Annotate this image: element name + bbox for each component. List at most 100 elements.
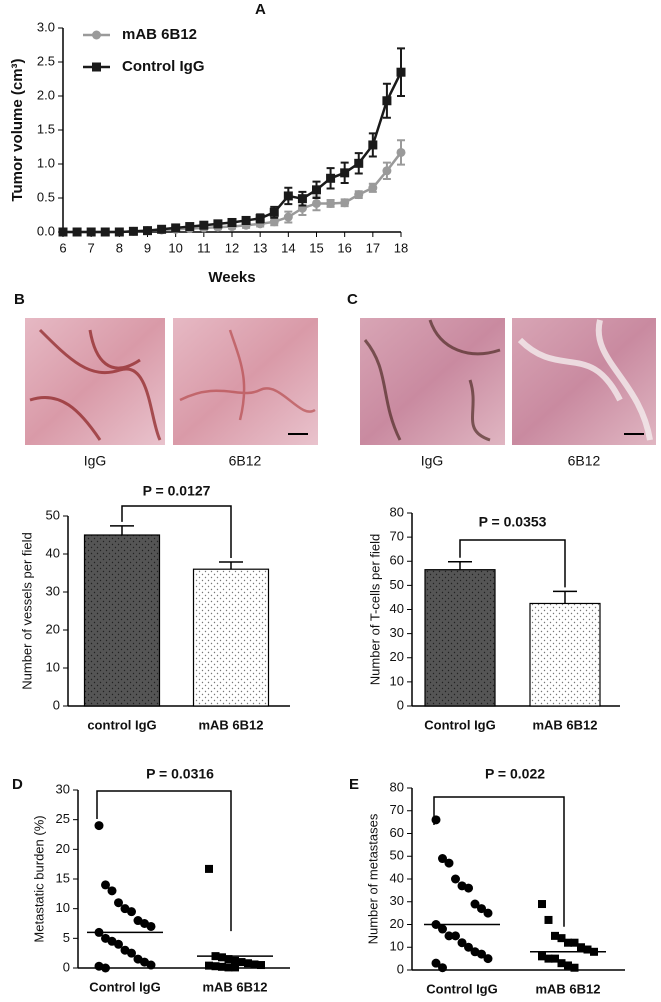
marker bbox=[283, 212, 293, 222]
point bbox=[244, 959, 252, 968]
x-tick-label: 8 bbox=[116, 240, 123, 255]
marker bbox=[354, 190, 364, 200]
point bbox=[444, 858, 454, 868]
point bbox=[438, 924, 447, 934]
micrograph bbox=[512, 318, 656, 445]
x-tick-label: Control IgG bbox=[424, 717, 496, 732]
y-tick-label: 30 bbox=[390, 625, 404, 640]
point bbox=[457, 938, 467, 948]
p-value: P = 0.0353 bbox=[479, 514, 547, 530]
y-tick-label: 20 bbox=[56, 841, 70, 856]
bar bbox=[83, 534, 161, 707]
marker bbox=[312, 185, 321, 195]
point bbox=[544, 915, 553, 924]
legend-label: Control IgG bbox=[122, 58, 205, 75]
point bbox=[538, 952, 546, 961]
bar bbox=[424, 569, 496, 707]
x-tick-label: 18 bbox=[394, 240, 408, 255]
marker bbox=[199, 220, 209, 230]
point bbox=[205, 961, 213, 970]
point bbox=[483, 908, 493, 918]
panel-label: B bbox=[14, 291, 25, 308]
marker bbox=[157, 224, 167, 234]
panel-label: A bbox=[255, 1, 266, 18]
marker bbox=[269, 207, 279, 217]
point bbox=[464, 883, 473, 893]
y-tick-label: 2.0 bbox=[37, 87, 55, 102]
legend-label: mAB 6B12 bbox=[122, 26, 197, 43]
x-tick-label: mAB 6B12 bbox=[535, 981, 600, 996]
y-axis-label: Number of T-cells per field bbox=[367, 534, 382, 686]
marker bbox=[326, 198, 336, 208]
marker bbox=[283, 191, 293, 201]
point bbox=[564, 961, 572, 970]
point bbox=[564, 938, 572, 947]
marker bbox=[326, 173, 336, 183]
image-caption: 6B12 bbox=[229, 453, 262, 469]
y-axis-label: Tumor volume (cm³) bbox=[9, 58, 26, 201]
x-tick-label: mAB 6B12 bbox=[202, 979, 267, 994]
point bbox=[114, 939, 123, 949]
image-caption: IgG bbox=[421, 453, 444, 469]
x-tick-label: 12 bbox=[225, 240, 239, 255]
x-tick-label: 7 bbox=[88, 240, 95, 255]
point bbox=[438, 963, 447, 973]
y-tick-label: 0 bbox=[397, 697, 404, 712]
point bbox=[127, 907, 136, 917]
y-tick-label: 50 bbox=[46, 507, 60, 522]
significance-bracket bbox=[459, 539, 566, 588]
y-tick-label: 30 bbox=[390, 893, 404, 908]
marker bbox=[396, 147, 406, 157]
y-tick-label: 20 bbox=[390, 916, 404, 931]
y-tick-label: 0.5 bbox=[37, 189, 55, 204]
marker bbox=[86, 227, 96, 237]
y-tick-label: 0 bbox=[63, 959, 70, 974]
tissue bbox=[29, 328, 162, 441]
series-line bbox=[63, 71, 403, 234]
marker bbox=[396, 67, 406, 77]
y-tick-label: 70 bbox=[390, 529, 404, 544]
point bbox=[114, 898, 123, 908]
point bbox=[551, 954, 559, 963]
micrograph bbox=[360, 318, 505, 445]
point bbox=[101, 880, 110, 890]
bar bbox=[192, 568, 270, 707]
point bbox=[451, 931, 460, 941]
point bbox=[231, 956, 239, 965]
marker bbox=[185, 222, 195, 232]
point bbox=[551, 931, 559, 940]
point bbox=[94, 821, 104, 831]
x-tick-label: Control IgG bbox=[426, 981, 498, 996]
marker bbox=[354, 158, 364, 168]
x-tick-label: 9 bbox=[144, 240, 151, 255]
y-tick-label: 10 bbox=[390, 939, 404, 954]
point bbox=[127, 948, 136, 958]
point bbox=[477, 904, 486, 914]
y-tick-label: 10 bbox=[56, 900, 70, 915]
y-tick-label: 20 bbox=[390, 649, 404, 664]
marker bbox=[340, 198, 350, 208]
y-tick-label: 60 bbox=[390, 825, 404, 840]
x-axis-label: Weeks bbox=[208, 269, 255, 286]
marker bbox=[255, 213, 265, 223]
significance-bracket bbox=[96, 790, 232, 932]
image-caption: IgG bbox=[84, 453, 107, 469]
marker bbox=[241, 215, 251, 225]
x-tick-label: control IgG bbox=[87, 717, 156, 732]
p-value: P = 0.0316 bbox=[146, 766, 214, 782]
point bbox=[224, 955, 233, 964]
x-tick-label: 17 bbox=[366, 240, 380, 255]
point bbox=[146, 921, 156, 931]
point bbox=[583, 945, 592, 954]
y-tick-label: 2.5 bbox=[37, 53, 55, 68]
y-tick-label: 3.0 bbox=[37, 19, 55, 34]
y-tick-label: 1.0 bbox=[37, 155, 55, 170]
marker bbox=[340, 168, 350, 178]
point bbox=[470, 899, 480, 909]
error-bar bbox=[553, 590, 577, 604]
x-tick-label: 13 bbox=[253, 240, 267, 255]
legend-marker bbox=[92, 30, 101, 40]
x-tick-label: 11 bbox=[197, 240, 211, 255]
point bbox=[257, 961, 265, 970]
y-tick-label: 10 bbox=[46, 659, 60, 674]
